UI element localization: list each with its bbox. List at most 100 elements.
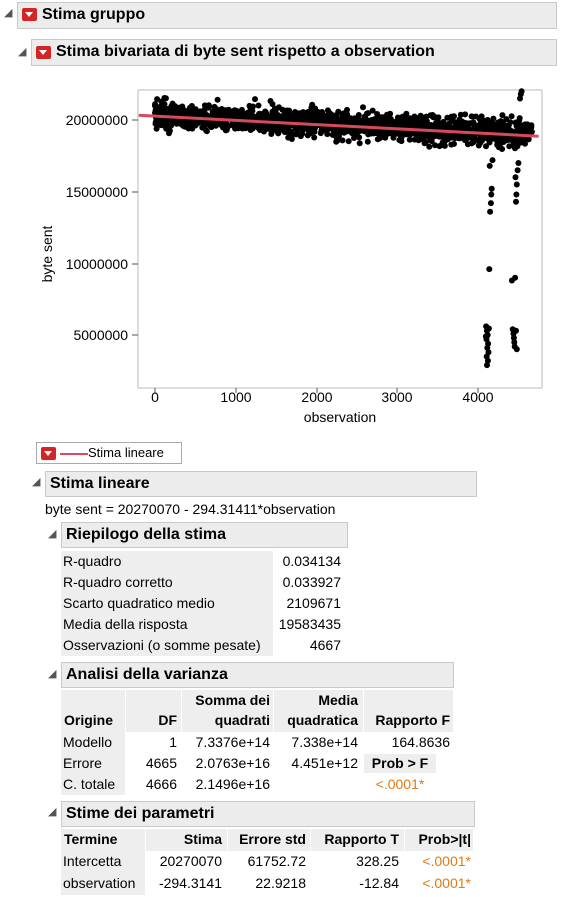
- data-point: [160, 109, 167, 116]
- anova-source: C. totale: [63, 776, 116, 792]
- data-point: [304, 132, 311, 139]
- data-point: [283, 107, 290, 114]
- bivariate-title: Stima bivariata di byte sent rispetto a …: [56, 43, 435, 60]
- data-point: [214, 96, 221, 103]
- data-point: [486, 162, 493, 169]
- red-menu-icon[interactable]: [41, 447, 56, 460]
- data-point: [294, 115, 301, 122]
- summary-header[interactable]: Riepilogo della stima: [61, 522, 348, 548]
- collapse-triangle-icon[interactable]: ◢: [18, 46, 27, 58]
- data-point: [448, 124, 455, 131]
- scatter-plot[interactable]: 20000000 15000000 10000000 5000000 0 100…: [0, 70, 570, 430]
- red-menu-icon[interactable]: [22, 8, 37, 21]
- summary-label: R-quadro corretto: [63, 574, 173, 590]
- x-tick-label: 3000: [381, 389, 412, 405]
- red-menu-icon[interactable]: [36, 46, 51, 59]
- data-point: [212, 121, 218, 128]
- data-point: [510, 334, 517, 341]
- data-point: [162, 95, 169, 102]
- params-term: Intercetta: [63, 853, 122, 869]
- data-point: [374, 111, 381, 117]
- data-point: [488, 124, 495, 131]
- data-point: [503, 116, 510, 123]
- data-point: [178, 119, 185, 126]
- bivariate-header[interactable]: Stima bivariata di byte sent rispetto a …: [31, 39, 557, 66]
- y-axis-label: byte sent: [39, 225, 55, 282]
- data-point: [275, 104, 282, 111]
- data-point: [512, 145, 518, 152]
- x-tick-label: 1000: [220, 389, 251, 405]
- data-point: [424, 123, 431, 130]
- data-point: [344, 111, 351, 118]
- data-point: [457, 111, 464, 118]
- data-point: [365, 110, 372, 117]
- linear-fit-header[interactable]: Stima lineare: [45, 471, 477, 497]
- data-point: [226, 107, 233, 114]
- collapse-triangle-icon[interactable]: ◢: [48, 528, 57, 540]
- data-point: [486, 266, 493, 273]
- data-point: [508, 277, 515, 284]
- data-point: [413, 136, 420, 143]
- data-point: [204, 119, 211, 126]
- data-point: [487, 208, 494, 215]
- summary-label: Media della risposta: [63, 616, 188, 632]
- data-point: [511, 339, 518, 346]
- legend-box[interactable]: Stima lineare: [36, 442, 182, 464]
- x-tick-label: 2000: [301, 389, 332, 405]
- data-point: [405, 121, 412, 128]
- data-point: [375, 128, 382, 135]
- prob-f-value: <.0001*: [375, 776, 425, 792]
- group-header[interactable]: Stima gruppo: [17, 2, 557, 29]
- anova-ss: 2.1496e+16: [195, 776, 270, 792]
- data-point: [488, 134, 495, 141]
- data-point: [513, 346, 520, 353]
- data-point: [255, 102, 262, 109]
- summary-value: 4667: [309, 637, 341, 653]
- anova-header[interactable]: Analisi della varianza: [61, 662, 454, 688]
- data-point: [499, 112, 506, 119]
- data-point: [312, 114, 319, 121]
- collapse-triangle-icon[interactable]: ◢: [4, 7, 13, 19]
- data-point: [319, 109, 325, 115]
- data-point: [432, 142, 438, 149]
- data-point: [503, 128, 510, 135]
- params-estimate: -294.3141: [158, 875, 222, 891]
- legend-label: Stima lineare: [88, 445, 164, 460]
- data-point: [464, 141, 471, 148]
- collapse-triangle-icon[interactable]: ◢: [48, 668, 57, 680]
- data-point: [426, 143, 433, 150]
- data-point: [451, 140, 457, 147]
- params-p: <.0001*: [422, 875, 471, 891]
- data-point: [488, 191, 495, 198]
- y-tick-label: 20000000: [66, 112, 129, 128]
- data-point: [493, 125, 500, 132]
- data-point: [299, 130, 306, 137]
- fit-line: [138, 113, 539, 138]
- anova-col-ss: Somma dei: [195, 692, 270, 708]
- data-point: [317, 130, 324, 137]
- anova-col-ms: quadratica: [287, 712, 358, 728]
- data-point: [434, 116, 441, 123]
- data-point: [482, 333, 489, 340]
- collapse-triangle-icon[interactable]: ◢: [32, 476, 41, 488]
- params-term: observation: [63, 875, 136, 891]
- data-point: [494, 135, 501, 142]
- data-point: [152, 102, 158, 109]
- data-point: [356, 140, 363, 147]
- params-term-column: [61, 851, 145, 895]
- data-point: [202, 111, 209, 118]
- summary-value: 0.034134: [282, 553, 341, 569]
- data-point: [344, 106, 350, 113]
- data-point: [369, 107, 376, 114]
- data-point: [483, 120, 490, 127]
- data-point: [487, 200, 494, 207]
- params-header[interactable]: Stime dei parametri: [61, 801, 475, 827]
- collapse-triangle-icon[interactable]: ◢: [48, 806, 57, 818]
- data-point: [246, 113, 253, 120]
- data-point: [513, 123, 520, 130]
- data-point: [249, 107, 256, 114]
- data-point: [498, 124, 505, 131]
- data-point: [250, 103, 256, 110]
- summary-title: Riepilogo della stima: [66, 526, 227, 543]
- data-point: [311, 128, 318, 135]
